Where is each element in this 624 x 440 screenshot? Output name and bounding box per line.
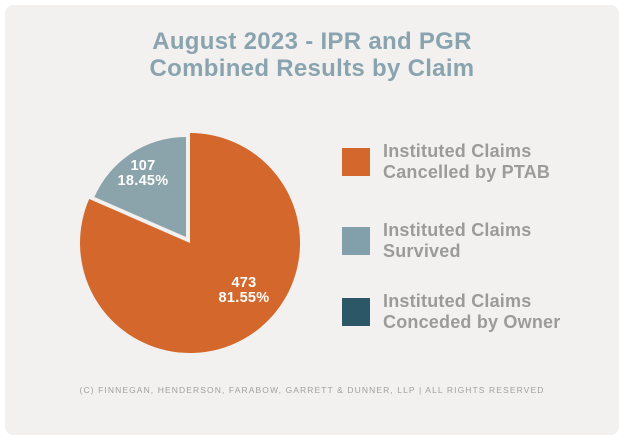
pie-label-percent: 18.45% (117, 173, 169, 189)
pie-slice-0 (80, 133, 301, 354)
chart-title-line-2: Combined Results by Claim (149, 55, 475, 82)
pie-slice-1 (94, 137, 186, 237)
legend-item-survived: Instituted Claims Survived (342, 220, 531, 262)
legend-item-conceded-by-owner: Instituted Claims Conceded by Owner (342, 291, 560, 333)
chart-title-line-1: August 2023 - IPR and PGR (152, 28, 472, 55)
copyright-notice: (C) FINNEGAN, HENDERSON, FARABOW, GARRET… (79, 385, 545, 395)
legend-swatch-survived (342, 227, 370, 255)
chart-title: August 2023 - IPR and PGR Combined Resul… (0, 28, 624, 82)
legend-label-survived: Instituted Claims Survived (383, 220, 532, 261)
legend-label-conceded-by-owner: Instituted Claims Conceded by Owner (383, 291, 561, 332)
pie-label-cancelled-by-ptab: 473 81.55% (219, 276, 270, 306)
legend-label-cancelled-by-ptab: Instituted Claims Cancelled by PTAB (383, 141, 551, 182)
pie-label-value: 473 (231, 275, 257, 291)
pie-label-survived: 107 18.45% (118, 159, 169, 189)
legend-swatch-cancelled-by-ptab (342, 148, 370, 176)
legend-item-cancelled-by-ptab: Instituted Claims Cancelled by PTAB (342, 141, 550, 183)
pie-label-percent: 81.55% (218, 290, 270, 306)
pie-label-value: 107 (130, 158, 156, 174)
legend-swatch-conceded-by-owner (342, 298, 370, 326)
